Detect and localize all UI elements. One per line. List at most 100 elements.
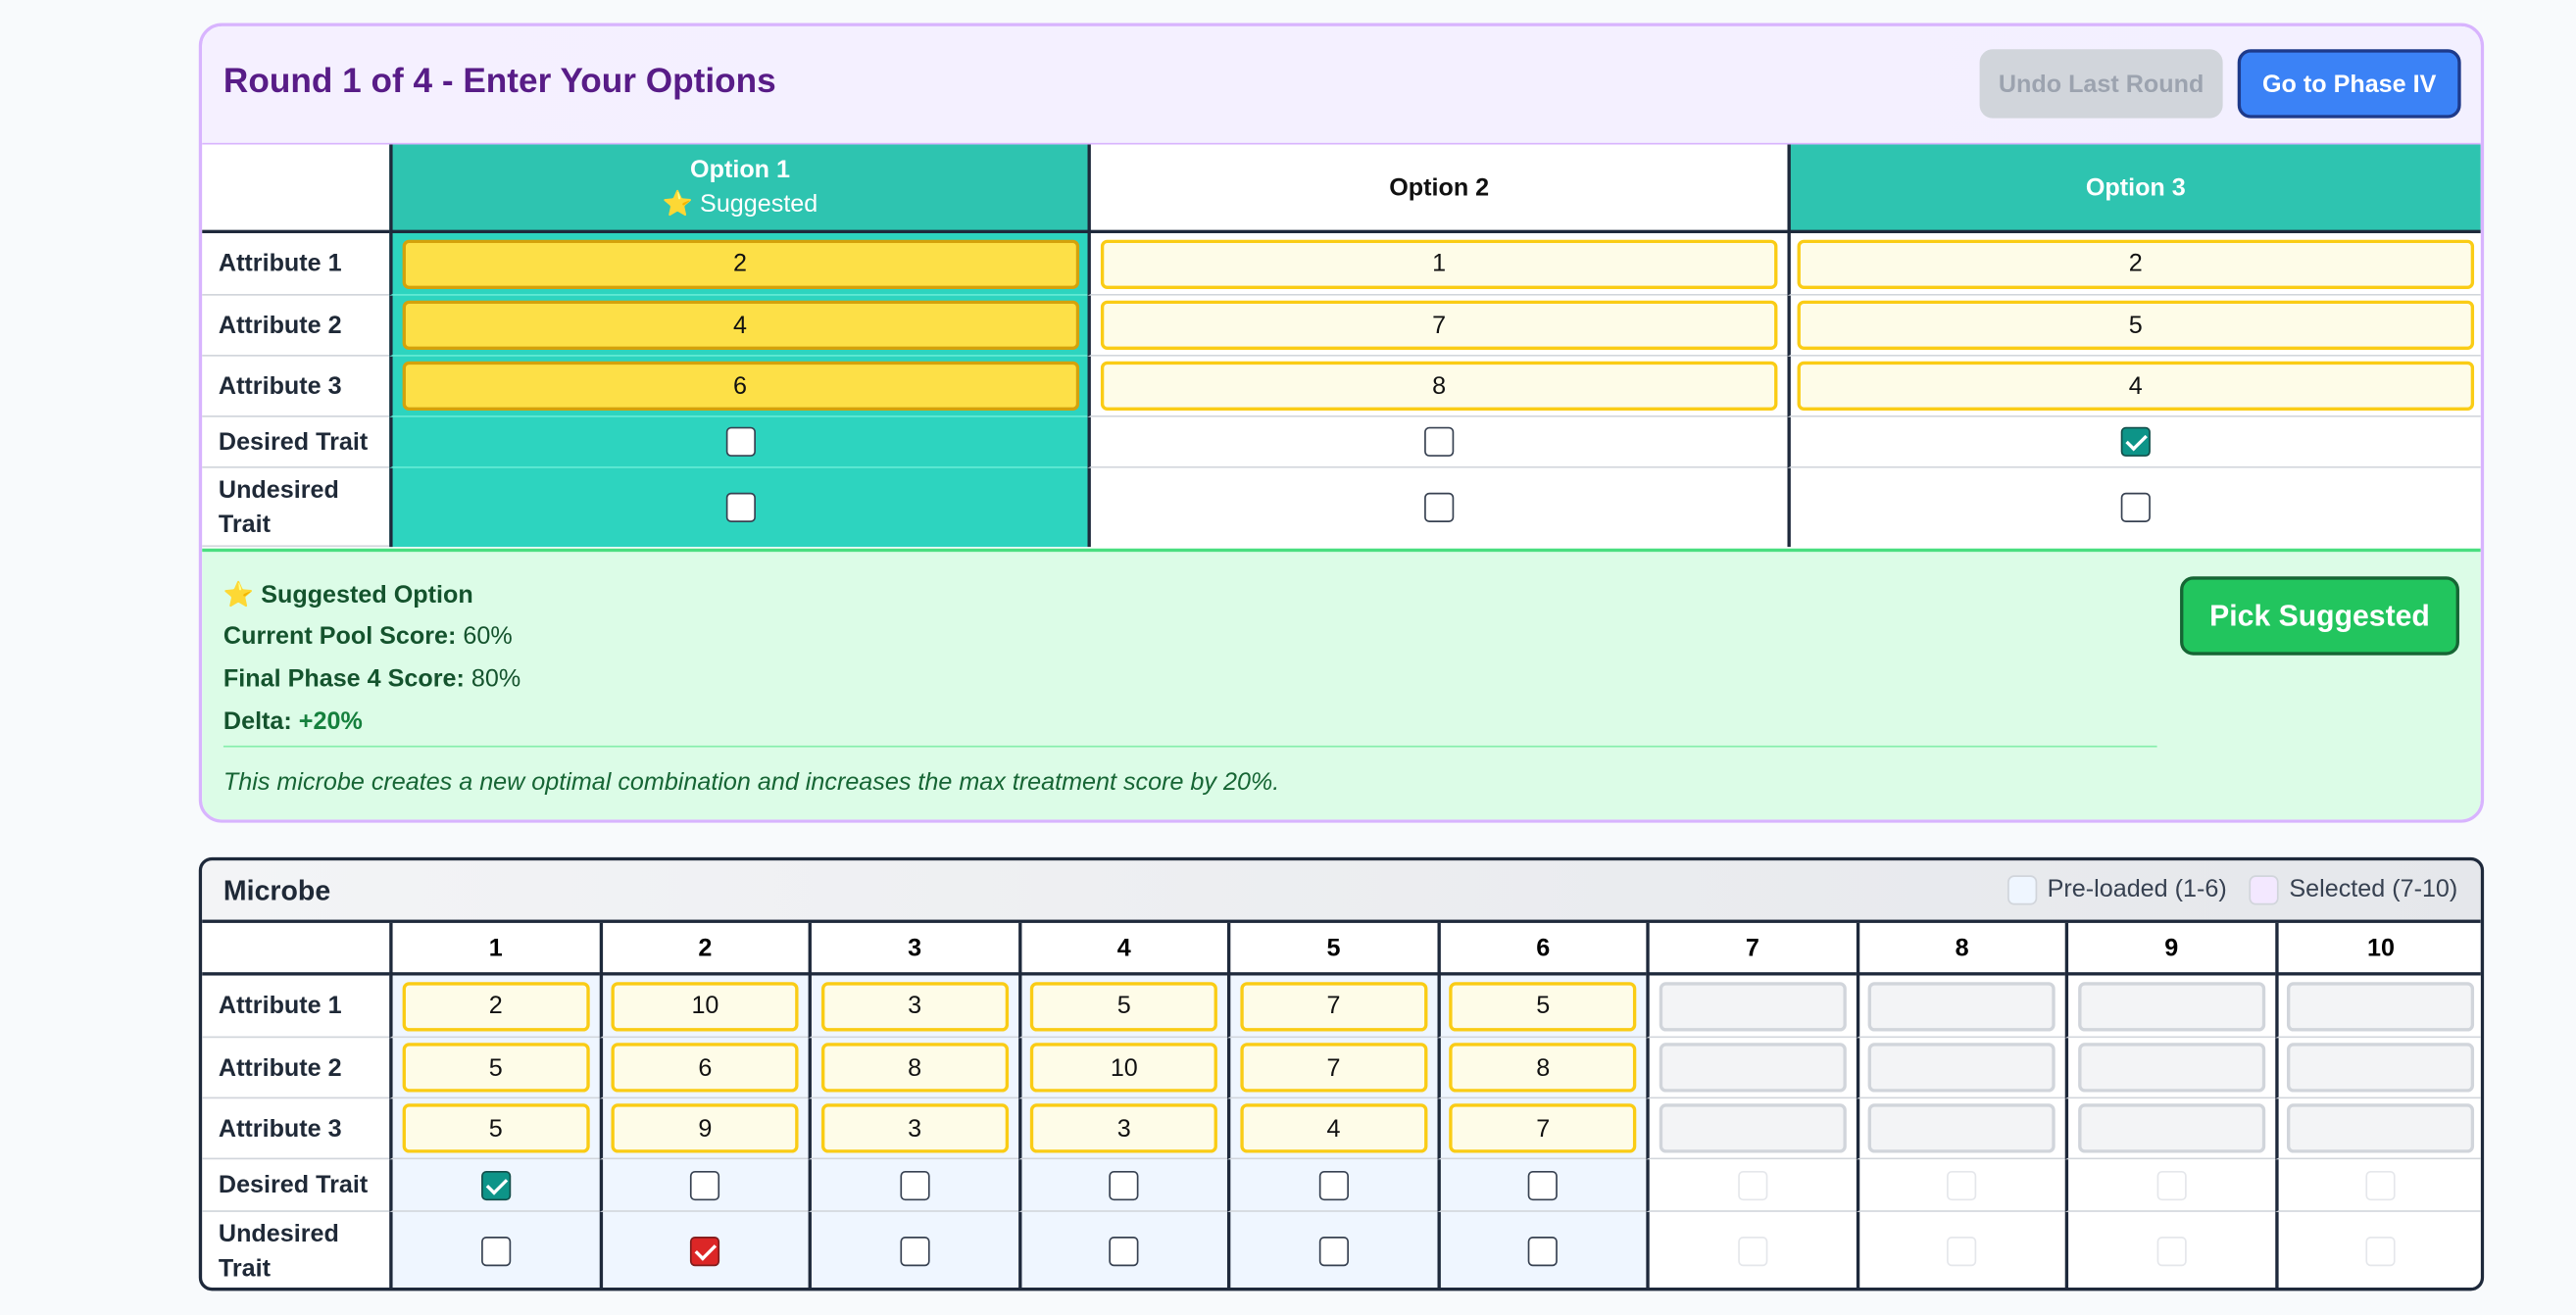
value-input[interactable]: 1 (1100, 238, 1778, 289)
value-input[interactable]: 2 (401, 238, 1079, 289)
option-cell: 2 (389, 232, 1088, 296)
undesired-checkbox[interactable] (1528, 1237, 1559, 1267)
row-label: Undesired Trait (218, 1220, 339, 1283)
microbe-cell: 6 (598, 1038, 809, 1099)
microbe-cell (2064, 1038, 2275, 1099)
value-input[interactable]: 5 (1797, 300, 2475, 350)
microbe-cell (1646, 975, 1857, 1039)
option-cell: 6 (389, 356, 1088, 417)
microbe-cell: 10 (598, 975, 809, 1039)
microbe-cell (1856, 1159, 2065, 1212)
value-input[interactable]: 2 (1797, 238, 2475, 289)
value-input[interactable]: 7 (1239, 1043, 1428, 1093)
pick-suggested-button[interactable]: Pick Suggested (2180, 576, 2459, 656)
microbe-cell: 2 (389, 975, 599, 1039)
value-input[interactable] (2077, 981, 2265, 1031)
value-input[interactable]: 6 (401, 361, 1079, 411)
score-value: +20% (298, 707, 363, 736)
value-input[interactable] (1868, 1043, 2056, 1093)
suggestion-panel: ⭐ Suggested Option Current Pool Score: 6… (202, 548, 2481, 820)
microbe-cell: 5 (389, 1098, 599, 1160)
option-cell (1087, 416, 1788, 468)
microbe-cell (2274, 1098, 2481, 1160)
desired-checkbox[interactable] (900, 1170, 930, 1200)
legend-label: Pre-loaded (1-6) (2047, 875, 2227, 903)
value-input[interactable]: 6 (611, 1043, 799, 1093)
desired-checkbox (1737, 1170, 1767, 1200)
undesired-checkbox[interactable] (2120, 492, 2151, 522)
option-header: Option 1 ⭐ Suggested (389, 144, 1088, 233)
undesired-checkbox[interactable] (900, 1237, 930, 1267)
microbe-cell: 5 (1017, 975, 1227, 1039)
microbe-cell (1646, 1038, 1857, 1099)
microbe-cell: 3 (808, 1098, 1018, 1160)
value-input[interactable]: 7 (1100, 300, 1778, 350)
undesired-checkbox (2365, 1237, 2397, 1267)
value-input[interactable] (2287, 981, 2475, 1031)
microbe-cell (1646, 1098, 1857, 1160)
microbe-cell (389, 1159, 599, 1212)
undesired-checkbox (2156, 1237, 2187, 1267)
value-input[interactable]: 8 (1100, 361, 1778, 411)
value-input[interactable]: 7 (1449, 1103, 1637, 1153)
desired-checkbox[interactable] (1109, 1170, 1139, 1200)
value-input[interactable]: 7 (1239, 981, 1428, 1031)
value-input[interactable]: 3 (820, 1103, 1009, 1153)
desired-checkbox[interactable] (480, 1170, 511, 1200)
suggestion-note: This microbe creates a new optimal combi… (223, 768, 1280, 797)
value-input[interactable] (2077, 1103, 2265, 1153)
value-input[interactable]: 8 (820, 1043, 1009, 1093)
undesired-checkbox[interactable] (724, 492, 756, 522)
value-input[interactable]: 3 (820, 981, 1009, 1031)
value-input[interactable]: 10 (1030, 1043, 1218, 1093)
value-input[interactable]: 3 (1030, 1103, 1218, 1153)
value-input[interactable]: 10 (611, 981, 799, 1031)
suggestion-title: ⭐ Suggested Option (223, 581, 473, 609)
value-input[interactable]: 5 (402, 1043, 590, 1093)
option-name: Option 3 (2085, 172, 2186, 202)
value-input[interactable] (1659, 1043, 1847, 1093)
value-input[interactable]: 5 (402, 1103, 590, 1153)
value-input[interactable]: 2 (402, 981, 590, 1031)
value-input[interactable]: 4 (1797, 361, 2475, 411)
microbe-cell (2274, 1038, 2481, 1099)
value-input[interactable] (1659, 1103, 1847, 1153)
value-input[interactable]: 5 (1449, 981, 1637, 1031)
value-input[interactable]: 4 (1239, 1103, 1428, 1153)
microbe-cell (1226, 1211, 1437, 1288)
value-input[interactable]: 8 (1449, 1043, 1637, 1093)
legend-item: Selected (7-10) (2250, 875, 2458, 905)
microbe-cell (1856, 1038, 2065, 1099)
option-cell: 1 (1087, 232, 1788, 296)
undesired-checkbox[interactable] (1424, 492, 1455, 522)
value-input[interactable]: 4 (401, 300, 1079, 350)
undesired-checkbox[interactable] (690, 1237, 720, 1267)
undo-button[interactable]: Undo Last Round (1979, 49, 2223, 119)
undesired-checkbox[interactable] (480, 1237, 511, 1267)
desired-checkbox[interactable] (1528, 1170, 1559, 1200)
desired-checkbox (1947, 1170, 1977, 1200)
microbe-cell (1646, 1159, 1857, 1212)
value-input[interactable] (2287, 1103, 2475, 1153)
desired-checkbox[interactable] (2120, 426, 2151, 457)
microbe-cell (1856, 975, 2065, 1039)
next-phase-button[interactable]: Go to Phase IV (2237, 49, 2461, 119)
desired-checkbox[interactable] (1318, 1170, 1349, 1200)
undesired-checkbox[interactable] (1318, 1237, 1349, 1267)
microbe-cell: 7 (1226, 975, 1437, 1039)
legend-label: Selected (7-10) (2289, 875, 2458, 903)
round-card: Round 1 of 4 - Enter Your Options Undo L… (198, 23, 2485, 823)
desired-checkbox (2156, 1170, 2187, 1200)
desired-checkbox[interactable] (724, 426, 756, 457)
value-input[interactable] (1868, 981, 2056, 1031)
desired-checkbox[interactable] (690, 1170, 720, 1200)
desired-checkbox[interactable] (1424, 426, 1455, 457)
column-header: 3 (808, 922, 1018, 976)
value-input[interactable] (2077, 1043, 2265, 1093)
value-input[interactable]: 9 (611, 1103, 799, 1153)
value-input[interactable] (1868, 1103, 2056, 1153)
value-input[interactable]: 5 (1030, 981, 1218, 1031)
value-input[interactable] (1659, 981, 1847, 1031)
value-input[interactable] (2287, 1043, 2475, 1093)
undesired-checkbox[interactable] (1109, 1237, 1139, 1267)
